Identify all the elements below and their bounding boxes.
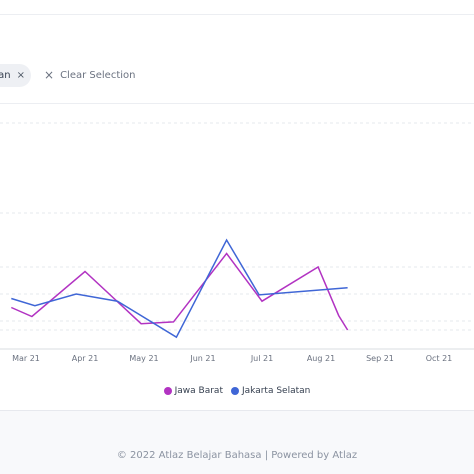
x-tick-label: Apr 21 (72, 354, 99, 363)
legend-item-jawa-barat[interactable]: Jawa Barat (163, 386, 223, 396)
x-tick-label: Mar 21 (12, 354, 40, 363)
legend-label-jawa-barat: Jawa Barat (174, 386, 223, 396)
x-tick-label: Oct 21 (426, 354, 453, 363)
clear-selection-label: Clear Selection (60, 69, 136, 81)
chip-remove-icon[interactable]: × (16, 70, 25, 81)
close-icon: × (44, 68, 55, 82)
selected-filter-chip-label: tan (0, 70, 11, 81)
section-divider (0, 103, 474, 104)
legend-item-jakarta-selatan[interactable]: Jakarta Selatan (230, 386, 311, 396)
page-footer: © 2022 Atlaz Belajar Bahasa | Powered by… (116, 450, 358, 461)
chart-legend: Jawa Barat Jakarta Selatan (0, 386, 474, 396)
chart-card (0, 410, 474, 411)
selected-filter-chip[interactable]: tan × (0, 64, 31, 87)
legend-label-jakarta-selatan: Jakarta Selatan (241, 386, 311, 396)
legend-dot-jakarta-selatan (230, 387, 239, 395)
legend-dot-jawa-barat (163, 387, 172, 395)
clear-selection-button[interactable]: × Clear Selection (44, 67, 135, 83)
line-chart: Mar 21 Apr 21 May 21 Jun 21 Jul 21 Aug 21 Sep … (0, 122, 474, 363)
x-tick-label: Jun 21 (189, 354, 215, 363)
x-tick-label: May 21 (129, 354, 158, 363)
series-line-1 (11, 238, 348, 339)
x-tick-label: Sep 21 (366, 354, 394, 363)
top-divider (0, 14, 474, 15)
x-tick-label: Aug 21 (307, 354, 335, 363)
x-tick-label: Jul 21 (250, 354, 273, 363)
series-line-0 (10, 252, 349, 331)
